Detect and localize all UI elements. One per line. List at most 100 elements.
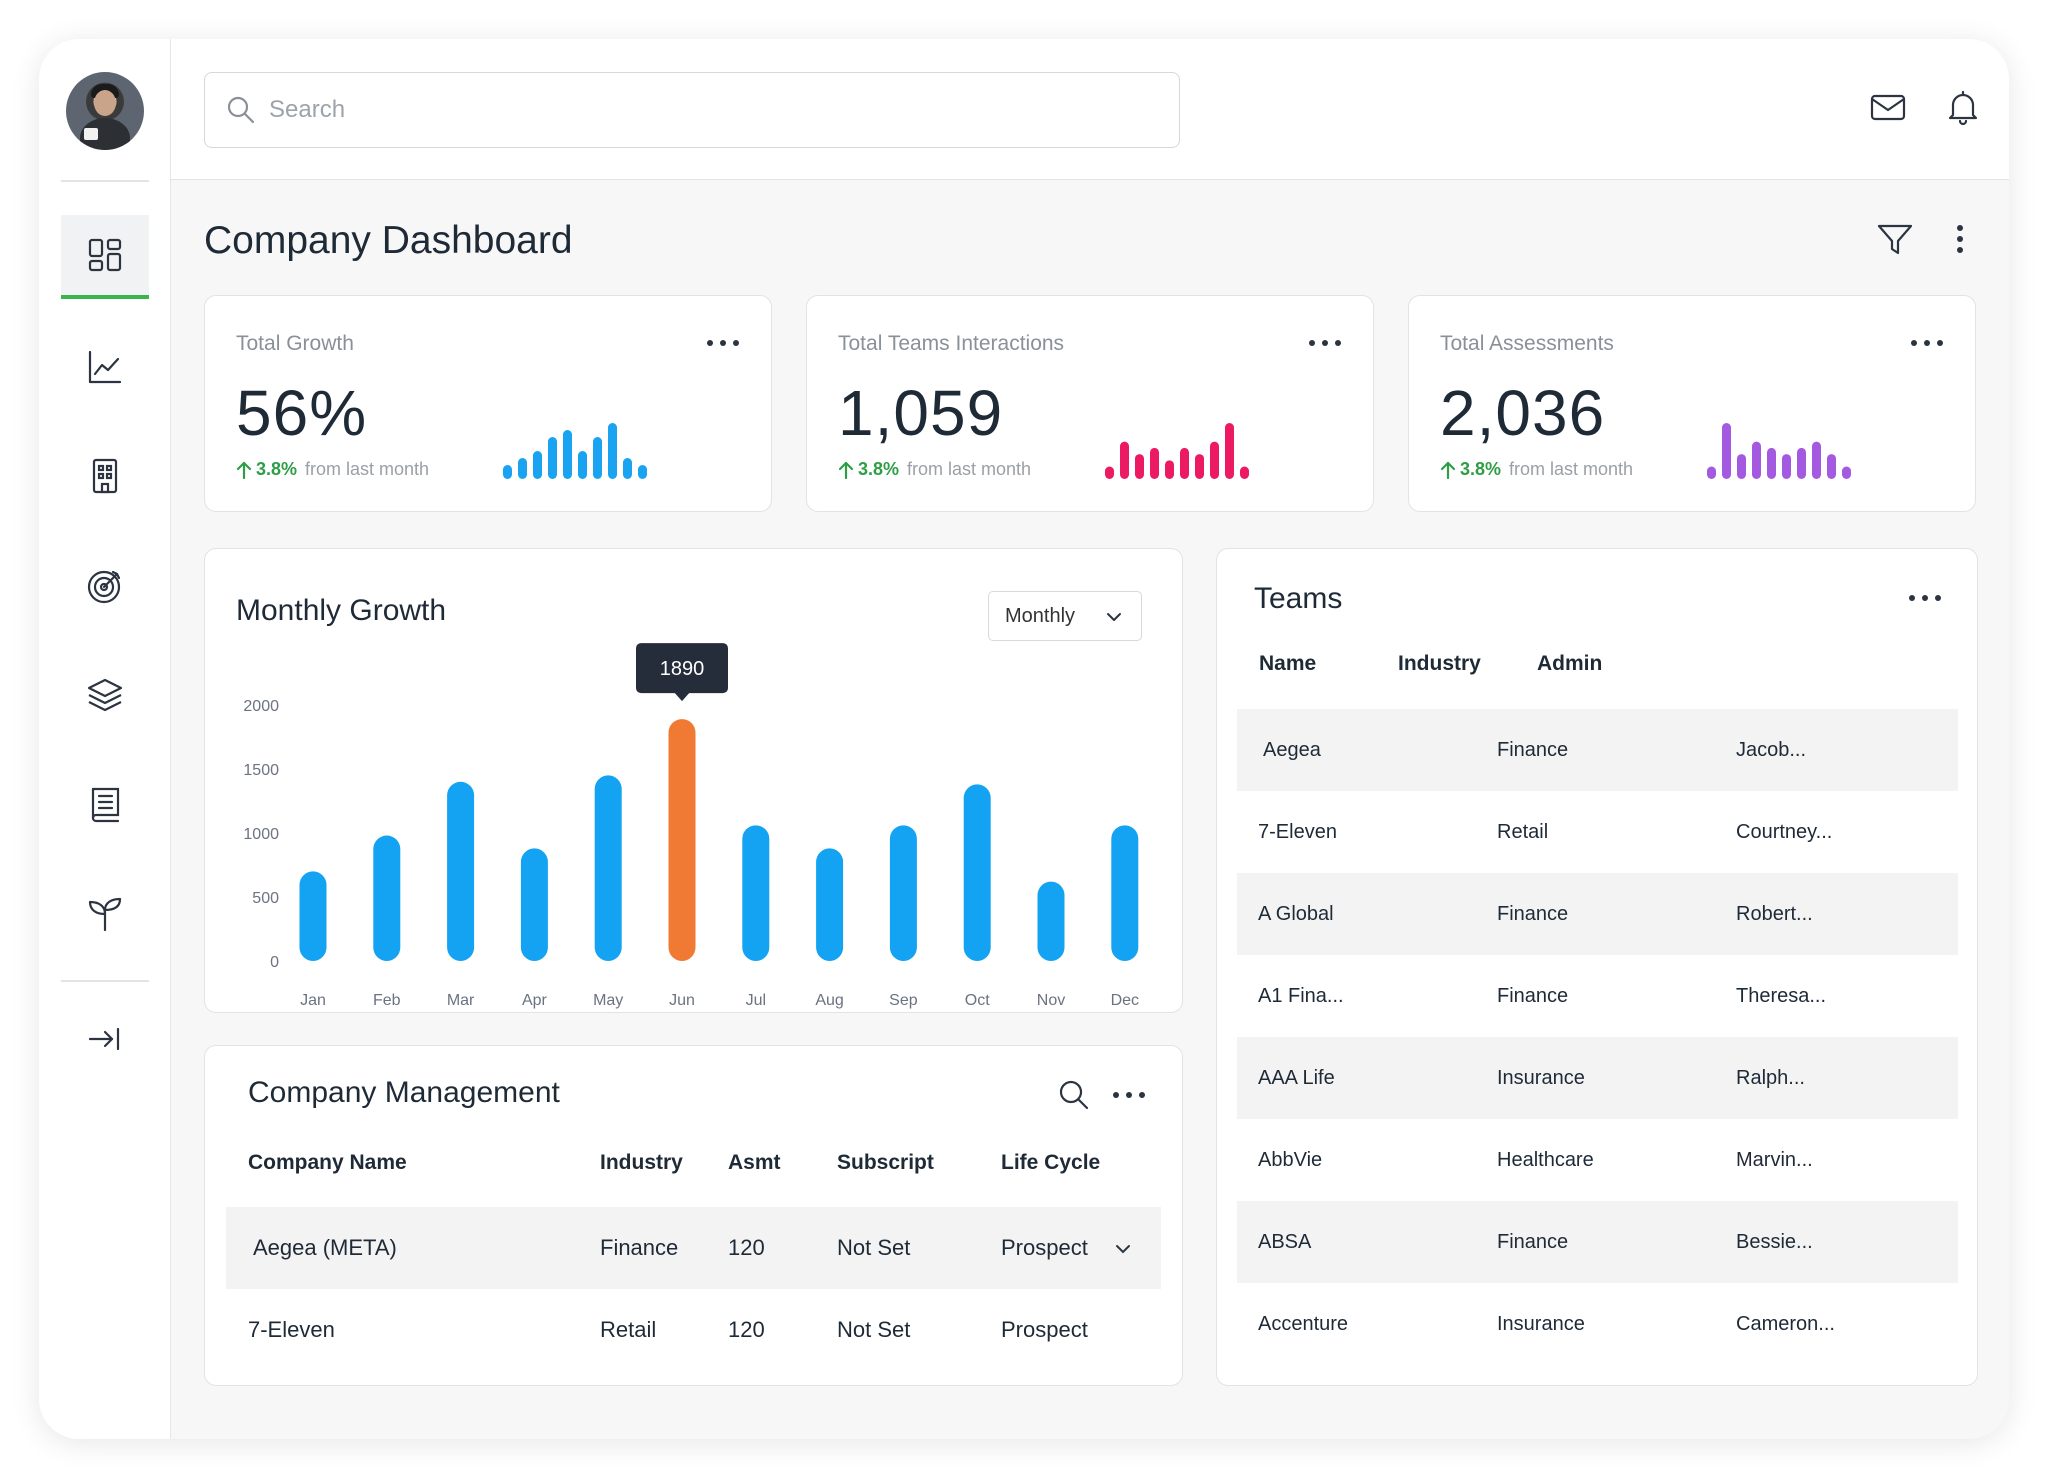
stat-card: Total Growth 56% 3.8% from last month <box>204 295 772 512</box>
sidebar-divider <box>61 180 149 182</box>
stat-value: 2,036 <box>1440 377 1606 449</box>
sparkline-chart <box>1707 423 1851 479</box>
sparkline-bar <box>1150 447 1159 479</box>
chart-bar-jan[interactable] <box>299 871 327 961</box>
chart-bar-may[interactable] <box>594 775 622 961</box>
sidebar-item-goals[interactable] <box>61 544 149 628</box>
x-tick-label: Feb <box>373 992 401 1009</box>
chart-bar-aug[interactable] <box>816 848 844 961</box>
x-tick-label: Jul <box>746 992 766 1009</box>
building-icon <box>92 458 118 494</box>
book-icon <box>91 787 120 823</box>
y-tick-label: 1500 <box>243 762 279 779</box>
column-header: Company Name <box>248 1151 407 1174</box>
table-row[interactable]: 7-Eleven Retail 120 Not Set Prospect <box>226 1289 1161 1371</box>
top-bar <box>171 39 2009 180</box>
mail-icon[interactable] <box>1868 87 1908 127</box>
sparkline-bar <box>623 458 632 479</box>
sidebar-item-growth[interactable] <box>61 872 149 956</box>
table-cell: Cameron... <box>1736 1312 1835 1335</box>
sparkline-bar <box>548 437 557 479</box>
more-horizontal-icon[interactable] <box>1111 1090 1147 1100</box>
sparkline-bar <box>1120 441 1129 479</box>
search-box[interactable] <box>204 72 1180 148</box>
sparkline-chart <box>503 423 647 479</box>
table-row[interactable]: A Global Finance Robert... <box>1237 873 1958 955</box>
y-tick-label: 500 <box>252 890 279 907</box>
column-header: Industry <box>600 1151 683 1174</box>
chevron-down-icon[interactable] <box>1114 1240 1132 1258</box>
bell-icon[interactable] <box>1943 87 1983 127</box>
table-cell: Retail <box>600 1317 657 1342</box>
table-row[interactable]: A1 Fina... Finance Theresa... <box>1237 955 1958 1037</box>
table-cell: AAA Life <box>1258 1066 1335 1089</box>
stat-title: Total Growth <box>236 332 354 355</box>
more-horizontal-icon[interactable] <box>1307 338 1343 348</box>
table-cell: 120 <box>728 1235 765 1260</box>
table-cell: 7-Eleven <box>248 1317 335 1342</box>
search-icon[interactable] <box>1058 1079 1090 1111</box>
dashboard-icon <box>88 238 122 272</box>
stat-value: 1,059 <box>838 377 1004 449</box>
sidebar-item-analytics[interactable] <box>61 325 149 409</box>
y-tick-label: 2000 <box>243 698 279 715</box>
table-row[interactable]: AbbVie Healthcare Marvin... <box>1237 1119 1958 1201</box>
more-horizontal-icon[interactable] <box>1907 593 1943 603</box>
chart-bar-oct[interactable] <box>963 784 991 961</box>
sidebar-item-dashboard[interactable] <box>61 215 149 299</box>
sparkline-bar <box>593 437 602 479</box>
chart-tooltip: 1890 <box>636 643 728 702</box>
x-tick-label: Sep <box>889 992 918 1009</box>
sidebar-item-layers[interactable] <box>61 653 149 737</box>
sparkline-bar <box>1210 441 1219 479</box>
chart-bar-sep[interactable] <box>889 825 917 961</box>
table-cell: Marvin... <box>1736 1148 1813 1171</box>
avatar[interactable] <box>66 72 144 150</box>
chart-bar-dec[interactable] <box>1111 825 1139 961</box>
period-select[interactable]: Monthly <box>988 591 1142 641</box>
chart-bar-jun[interactable] <box>668 719 696 961</box>
table-row[interactable]: ABSA Finance Bessie... <box>1237 1201 1958 1283</box>
more-horizontal-icon[interactable] <box>705 338 741 348</box>
chart-bar-nov[interactable] <box>1037 881 1065 961</box>
sparkline-bar <box>1165 460 1174 479</box>
table-row[interactable]: 7-Eleven Retail Courtney... <box>1237 791 1958 873</box>
company-management-title: Company Management <box>248 1076 560 1109</box>
x-tick-label: Nov <box>1037 992 1065 1009</box>
chart-bar-mar[interactable] <box>447 781 475 961</box>
page-title: Company Dashboard <box>204 219 573 262</box>
sidebar-collapse-button[interactable] <box>61 997 149 1081</box>
chart-bar-apr[interactable] <box>520 848 548 961</box>
sparkline-bar <box>608 423 617 479</box>
search-input[interactable] <box>269 96 1149 124</box>
table-row[interactable]: Aegea Finance Jacob... <box>1237 709 1958 791</box>
table-cell: A Global <box>1258 902 1334 925</box>
sparkline-bar <box>1180 447 1189 479</box>
column-header: Subscript <box>837 1151 934 1174</box>
stat-change: 3.8% from last month <box>1440 459 1633 480</box>
teams-title: Teams <box>1254 582 1343 615</box>
sidebar-item-companies[interactable] <box>61 434 149 518</box>
x-tick-label: Apr <box>522 992 548 1009</box>
table-cell: Prospect <box>1001 1235 1088 1260</box>
table-row[interactable]: AAA Life Insurance Ralph... <box>1237 1037 1958 1119</box>
sidebar-item-library[interactable] <box>61 762 149 846</box>
chart-bar-feb[interactable] <box>373 835 401 961</box>
more-horizontal-icon[interactable] <box>1909 338 1945 348</box>
sparkline-bar <box>1767 447 1776 479</box>
table-cell: 120 <box>728 1317 765 1342</box>
table-cell: Insurance <box>1497 1312 1585 1335</box>
chart-bar-jul[interactable] <box>742 825 770 961</box>
sparkline-bar <box>1782 454 1791 479</box>
stat-value: 56% <box>236 377 368 449</box>
collapse-arrow-icon <box>88 1027 120 1051</box>
monthly-growth-card: Monthly Growth Monthly 2000 1500 1000 500 0 J… <box>204 548 1183 1013</box>
x-tick-label: Jun <box>669 992 695 1009</box>
table-row[interactable]: Aegea (META) Finance 120 Not Set Prospect <box>226 1207 1161 1289</box>
filter-icon[interactable] <box>1875 219 1915 259</box>
table-row[interactable]: Accenture Insurance Cameron... <box>1237 1283 1958 1365</box>
more-vertical-icon[interactable] <box>1940 219 1980 259</box>
column-header: Name <box>1259 652 1317 675</box>
table-cell: Jacob... <box>1736 738 1807 761</box>
period-select-value: Monthly <box>1005 604 1076 627</box>
